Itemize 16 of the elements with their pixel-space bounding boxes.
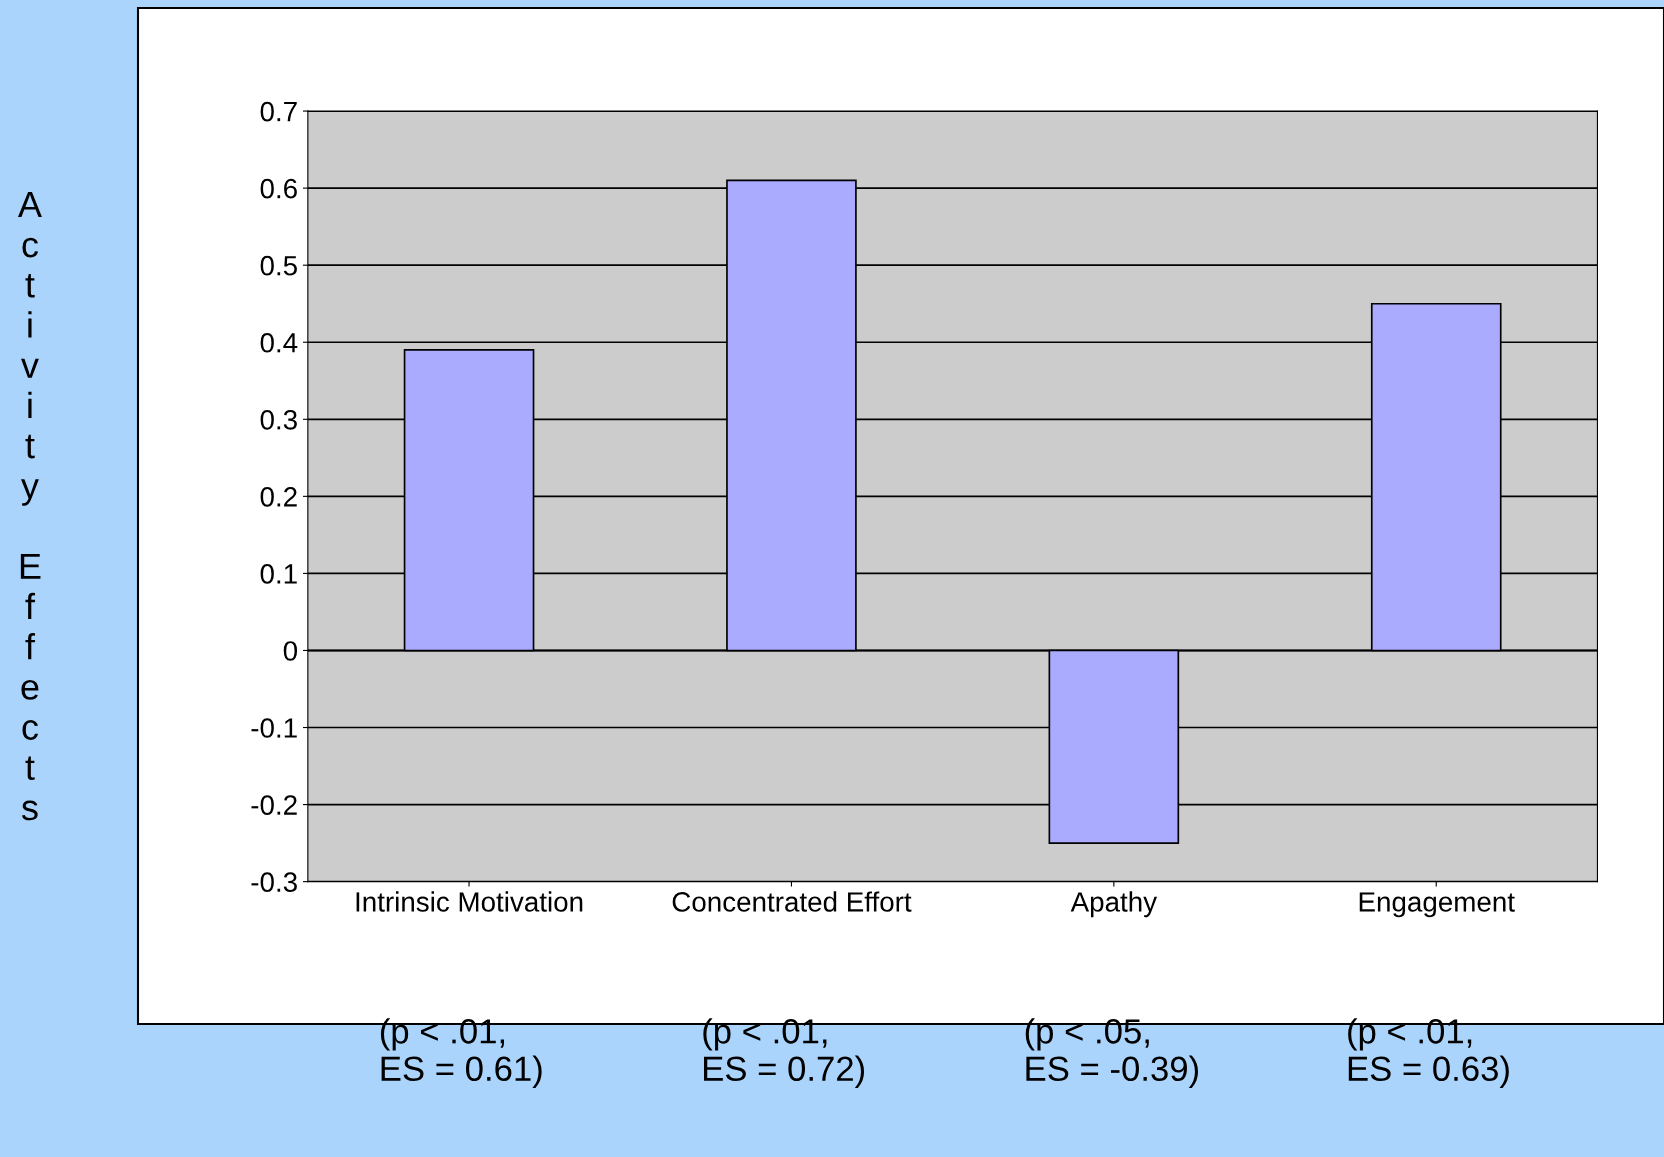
y-tick-label: -0.3 bbox=[251, 872, 297, 892]
y-tick-label: -0.1 bbox=[251, 718, 297, 738]
x-tick-label: Concentrated Effort bbox=[672, 891, 912, 912]
y-tick-label: 0 bbox=[283, 641, 298, 661]
x-tick-label: Apathy bbox=[1070, 891, 1158, 918]
y-tick-label: 0.4 bbox=[260, 332, 298, 353]
y-tick-label: -0.2 bbox=[251, 795, 297, 815]
y-tick-label: 0.3 bbox=[260, 409, 297, 430]
y-tick-label: 0.2 bbox=[260, 487, 297, 507]
text: Activity Effects bbox=[17, 192, 42, 821]
x-tick-label: Intrinsic Motivation bbox=[356, 891, 583, 912]
y-tick-label: 0.5 bbox=[260, 255, 297, 276]
y-tick-label: 0.7 bbox=[260, 101, 297, 122]
y-tick-label: 0.1 bbox=[260, 564, 297, 584]
x-tick-label: Engagement bbox=[1359, 892, 1515, 918]
y-tick-label: 0.6 bbox=[260, 178, 297, 199]
